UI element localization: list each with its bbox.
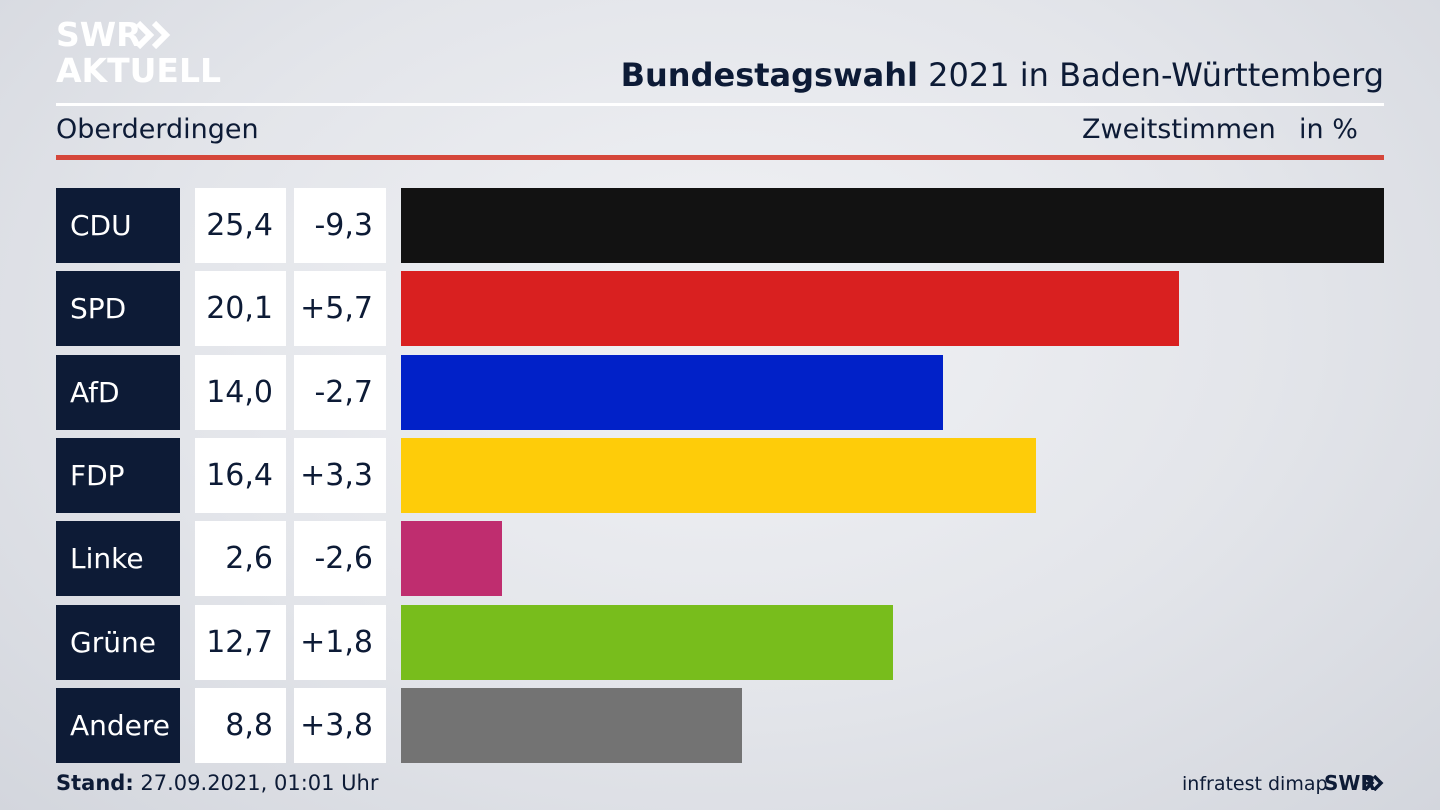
change-label: +1,8 <box>294 605 386 680</box>
bar <box>401 688 742 763</box>
bar-row-cdu: CDU 25,4 -9,3 <box>0 188 1440 263</box>
value-label: 16,4 <box>195 438 286 513</box>
change-label: -9,3 <box>294 188 386 263</box>
value-label: 14,0 <box>195 355 286 430</box>
bar-row-grüne: Grüne 12,7 +1,8 <box>0 605 1440 680</box>
header-divider <box>56 103 1384 106</box>
value-label: 12,7 <box>195 605 286 680</box>
small-double-chevron-icon <box>1364 775 1384 791</box>
party-label: Andere <box>56 688 180 763</box>
bar-row-fdp: FDP 16,4 +3,3 <box>0 438 1440 513</box>
measure-label: Zweitstimmen <box>1082 114 1276 145</box>
accent-divider <box>56 155 1384 160</box>
bar-row-linke: Linke 2,6 -2,6 <box>0 521 1440 596</box>
bar <box>401 188 1384 263</box>
value-label: 25,4 <box>195 188 286 263</box>
value-label: 2,6 <box>195 521 286 596</box>
change-label: -2,7 <box>294 355 386 430</box>
change-label: +5,7 <box>294 271 386 346</box>
double-chevron-icon <box>136 21 171 49</box>
timestamp-label: Stand: <box>56 771 134 795</box>
bar <box>401 438 1036 513</box>
unit-label: in % <box>1299 114 1358 145</box>
bar <box>401 521 502 596</box>
bar-row-andere: Andere 8,8 +3,8 <box>0 688 1440 763</box>
logo-aktuell-text: AKTUELL <box>56 51 222 90</box>
swr-small-text: SWR <box>1324 771 1376 795</box>
party-label: SPD <box>56 271 180 346</box>
bar <box>401 605 893 680</box>
bar <box>401 355 943 430</box>
title-rest: 2021 in Baden-Württemberg <box>917 56 1384 94</box>
chart-title: Bundestagswahl 2021 in Baden-Württemberg <box>621 56 1384 94</box>
value-label: 8,8 <box>195 688 286 763</box>
swr-small-logo: SWR <box>1324 771 1384 795</box>
value-label: 20,1 <box>195 271 286 346</box>
party-label: Grüne <box>56 605 180 680</box>
bar-row-spd: SPD 20,1 +5,7 <box>0 271 1440 346</box>
party-label: AfD <box>56 355 180 430</box>
logo-swr-text: SWR <box>56 15 142 54</box>
swr-aktuell-logo: SWR AKTUELL <box>56 18 226 90</box>
change-label: +3,8 <box>294 688 386 763</box>
party-label: Linke <box>56 521 180 596</box>
bar-row-afd: AfD 14,0 -2,7 <box>0 355 1440 430</box>
bar <box>401 271 1179 346</box>
change-label: -2,6 <box>294 521 386 596</box>
timestamp-value: 27.09.2021, 01:01 Uhr <box>133 771 379 795</box>
data-source: infratest dimap <box>1182 773 1328 795</box>
location-label: Oberderdingen <box>56 114 259 145</box>
timestamp: Stand: 27.09.2021, 01:01 Uhr <box>56 771 379 795</box>
party-label: FDP <box>56 438 180 513</box>
title-bold: Bundestagswahl <box>620 56 918 94</box>
party-label: CDU <box>56 188 180 263</box>
change-label: +3,3 <box>294 438 386 513</box>
